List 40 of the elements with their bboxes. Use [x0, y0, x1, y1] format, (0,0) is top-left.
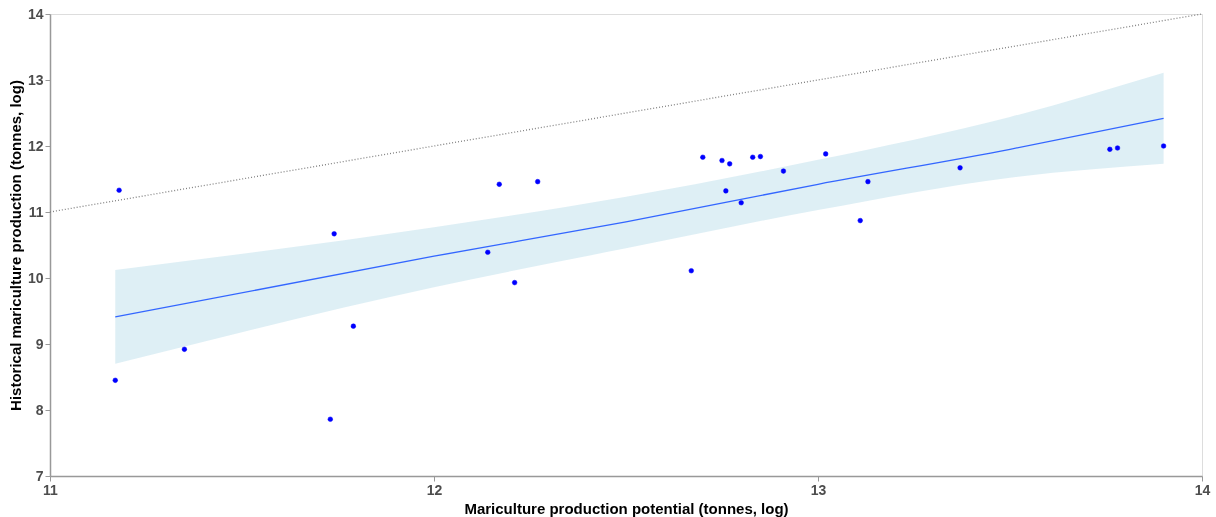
point: [116, 187, 122, 193]
point: [688, 268, 694, 274]
x-axis-title: Mariculture production potential (tonnes, log): [464, 499, 789, 517]
point: [719, 157, 725, 164]
point: [857, 217, 863, 224]
y-tick-label: 7: [35, 467, 44, 484]
x-tick-label: 12: [426, 481, 443, 498]
y-tick-label: 9: [35, 335, 44, 352]
point: [350, 323, 356, 329]
point: [738, 200, 744, 206]
point: [727, 161, 733, 167]
point: [512, 280, 518, 286]
y-tick-label: 8: [35, 401, 44, 418]
line-series: [114, 117, 1165, 318]
y-tick-label: 14: [27, 5, 44, 22]
y-tick-label: 13: [27, 71, 44, 88]
point: [723, 188, 729, 194]
point: [331, 231, 337, 237]
point: [865, 179, 871, 185]
point: [780, 168, 787, 174]
point: [957, 165, 963, 171]
point: [757, 153, 763, 160]
point: [700, 154, 706, 160]
x-tick-label: 14: [1194, 481, 1211, 498]
point: [535, 179, 541, 185]
point: [1161, 143, 1167, 149]
point: [181, 346, 187, 352]
y-tick-label: 10: [27, 269, 44, 286]
point: [496, 181, 502, 187]
point: [112, 377, 118, 383]
y-axis-title: Historical mariculture production (tonnes, log): [6, 80, 24, 411]
y-tick-label: 11: [28, 203, 44, 220]
y-tick-label: 12: [27, 137, 44, 154]
point: [823, 151, 829, 157]
point: [1114, 145, 1121, 151]
point: [485, 249, 491, 255]
x-tick-label: 13: [810, 481, 827, 498]
point: [327, 416, 333, 422]
point: [1107, 146, 1113, 152]
point: [750, 154, 756, 160]
